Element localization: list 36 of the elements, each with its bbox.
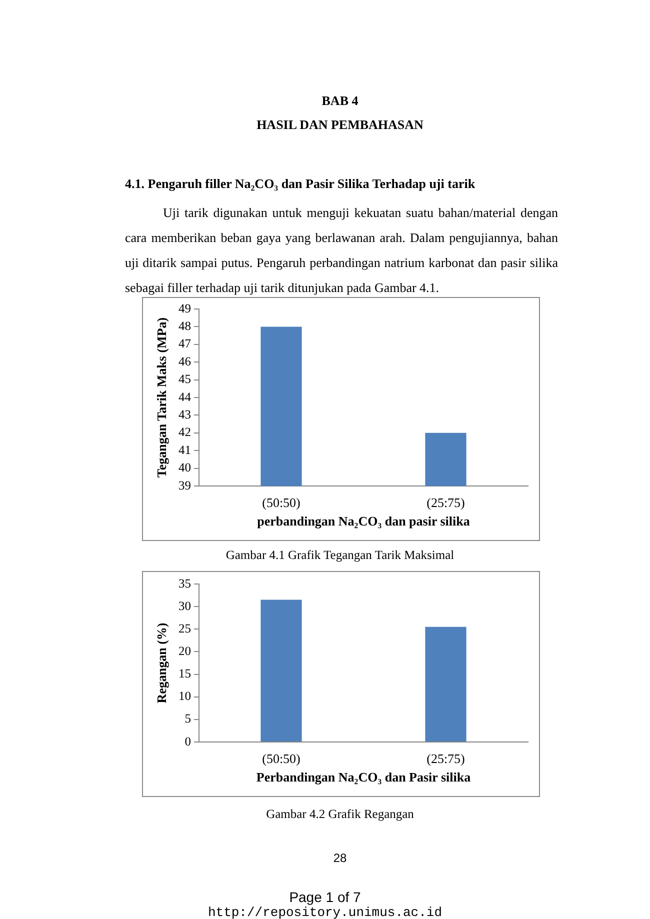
x-tick-label: (50:50): [262, 495, 300, 510]
y-tick-label: 48: [178, 318, 191, 333]
y-tick-label: 46: [178, 354, 191, 368]
y-tick-label: 30: [178, 598, 191, 613]
text: 28: [333, 850, 347, 866]
y-tick-label: 42: [178, 425, 191, 440]
text: Uji tarik digunakan untuk menguji kekuatan suatu bahan/material dengan cara memberikan beban gaya yang berlawanan arah. Dalam pengujiannya, bahan uji ditarik sampai putus. Pengaruh perbandingan natrium karbonat dan pasir silika sebagai filler terhadap uji tarik ditunjukan pada Gambar 4.1.: [125, 204, 558, 297]
x-tick-label: (50:50): [262, 751, 300, 766]
y-tick-label: 43: [178, 407, 191, 422]
x-axis-title: Perbandingan Na₂CO₃ dan Pasir silika: [256, 770, 472, 785]
y-tick-label: 5: [184, 712, 191, 726]
text: Gambar 4.2 Grafik Regangan: [266, 806, 414, 822]
text: HASIL DAN PEMBAHASAN: [256, 116, 424, 134]
y-axis-title: Regangan (%): [154, 622, 170, 704]
y-tick-label: 20: [178, 644, 191, 658]
y-tick-label: 10: [178, 689, 191, 704]
text: Gambar 4.1 Grafik Tegangan Tarik Maksimal: [226, 547, 454, 563]
y-tick-label: 47: [178, 336, 191, 351]
text: Page 1 of 7: [289, 889, 361, 905]
x-tick-label: (25:75): [426, 495, 465, 510]
y-tick-label: 49: [178, 301, 191, 316]
text: 4.1. Pengaruh filler Na₂CO₃ dan Pasir Silika Terhadap uji tarik: [125, 175, 476, 193]
y-tick-label: 35: [178, 576, 191, 590]
y-tick-label: 15: [178, 666, 191, 681]
y-tick-label: 40: [178, 460, 191, 475]
y-tick-label: 44: [178, 390, 192, 404]
text: BAB 4: [322, 92, 358, 110]
x-tick-label: (25:75): [426, 751, 465, 766]
y-axis-title: Tegangan Tarik Maks (MPa): [154, 317, 170, 478]
y-tick-label: 25: [178, 621, 191, 636]
y-tick-label: 45: [178, 372, 191, 386]
y-tick-label: 39: [178, 478, 191, 492]
text: http://repository.unimus.ac.id: [208, 905, 442, 919]
x-axis-title: perbandingan Na₂CO₃ dan pasir silika: [257, 514, 470, 529]
y-tick-label: 0: [184, 734, 191, 748]
y-tick-label: 41: [178, 442, 191, 457]
